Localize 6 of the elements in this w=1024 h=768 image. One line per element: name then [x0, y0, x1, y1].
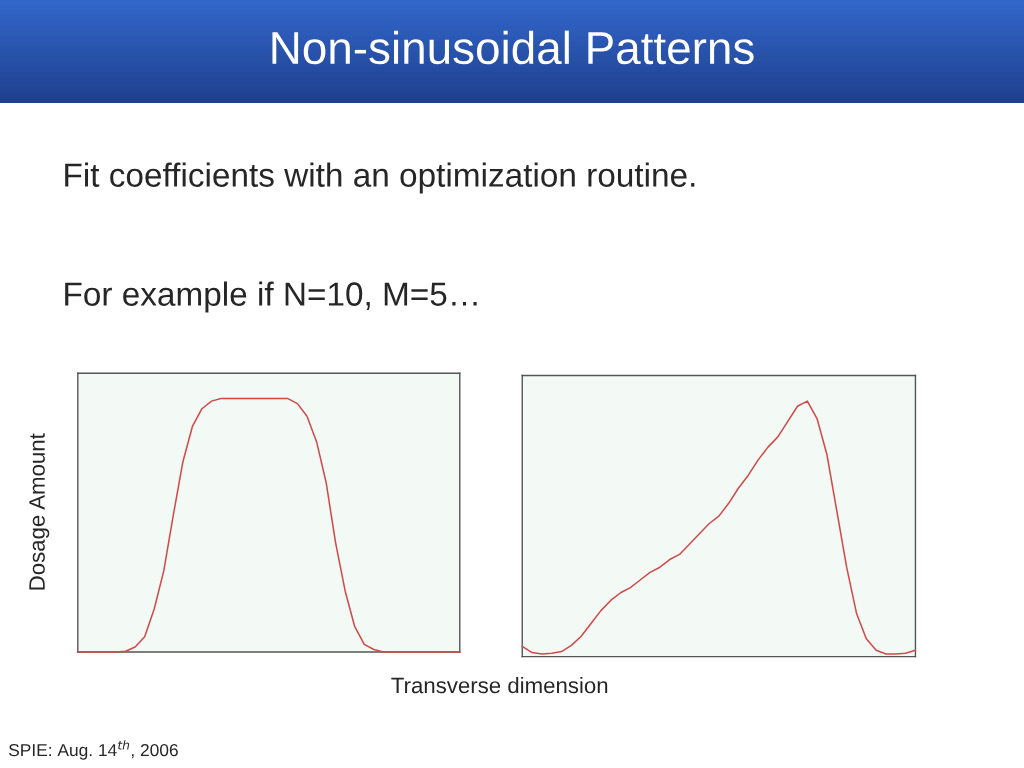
y-axis-title: Dosage Amount: [29, 433, 50, 590]
chart-title: Non-sinusoidal Patterns: [272, 30, 754, 65]
text: For example if N=10, M=5…: [65, 281, 477, 313]
x-axis-title: Transverse dimension: [391, 677, 608, 694]
text: Fit coefficients with an optimization routine.: [65, 162, 695, 194]
text: SPIE: Aug. 14$^{th}$, 2006: [8, 740, 178, 760]
